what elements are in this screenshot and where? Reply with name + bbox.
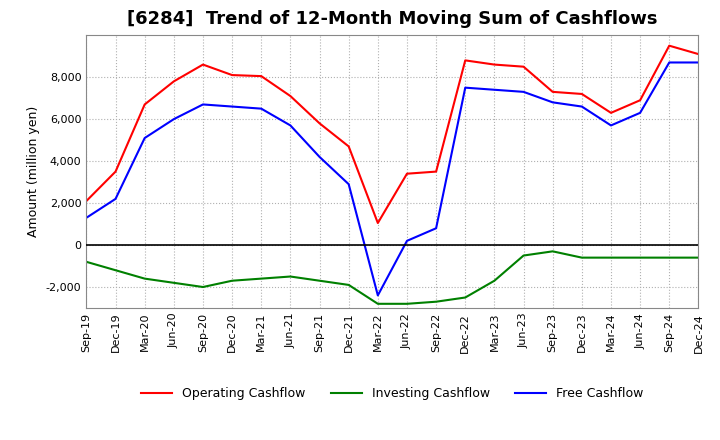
Investing Cashflow [374, 301, 382, 306]
Investing Cashflow [315, 278, 324, 283]
Free Cashflow [694, 60, 703, 65]
Investing Cashflow [82, 259, 91, 264]
Free Cashflow [519, 89, 528, 95]
Investing Cashflow [694, 255, 703, 260]
Free Cashflow [461, 85, 469, 90]
Line: Investing Cashflow: Investing Cashflow [86, 251, 698, 304]
Free Cashflow [111, 196, 120, 202]
Investing Cashflow [461, 295, 469, 300]
Operating Cashflow [519, 64, 528, 70]
Free Cashflow [549, 100, 557, 105]
Free Cashflow [577, 104, 586, 109]
Operating Cashflow [374, 220, 382, 226]
Free Cashflow [257, 106, 266, 111]
Line: Free Cashflow: Free Cashflow [86, 62, 698, 295]
Title: [6284]  Trend of 12-Month Moving Sum of Cashflows: [6284] Trend of 12-Month Moving Sum of C… [127, 10, 657, 28]
Operating Cashflow [402, 171, 411, 176]
Free Cashflow [636, 110, 644, 115]
Operating Cashflow [315, 121, 324, 126]
Operating Cashflow [228, 73, 236, 78]
Free Cashflow [432, 226, 441, 231]
Free Cashflow [344, 182, 353, 187]
Y-axis label: Amount (million yen): Amount (million yen) [27, 106, 40, 237]
Operating Cashflow [432, 169, 441, 174]
Operating Cashflow [140, 102, 149, 107]
Free Cashflow [199, 102, 207, 107]
Legend: Operating Cashflow, Investing Cashflow, Free Cashflow: Operating Cashflow, Investing Cashflow, … [136, 382, 649, 405]
Investing Cashflow [228, 278, 236, 283]
Operating Cashflow [490, 62, 499, 67]
Operating Cashflow [461, 58, 469, 63]
Operating Cashflow [694, 51, 703, 57]
Free Cashflow [607, 123, 616, 128]
Investing Cashflow [607, 255, 616, 260]
Investing Cashflow [402, 301, 411, 306]
Operating Cashflow [549, 89, 557, 95]
Operating Cashflow [577, 92, 586, 97]
Investing Cashflow [257, 276, 266, 281]
Operating Cashflow [257, 73, 266, 79]
Operating Cashflow [199, 62, 207, 67]
Operating Cashflow [111, 169, 120, 174]
Investing Cashflow [636, 255, 644, 260]
Operating Cashflow [169, 79, 178, 84]
Free Cashflow [169, 117, 178, 122]
Free Cashflow [286, 123, 294, 128]
Operating Cashflow [636, 98, 644, 103]
Investing Cashflow [519, 253, 528, 258]
Line: Operating Cashflow: Operating Cashflow [86, 46, 698, 223]
Operating Cashflow [665, 43, 674, 48]
Investing Cashflow [344, 282, 353, 288]
Operating Cashflow [607, 110, 616, 115]
Investing Cashflow [490, 278, 499, 283]
Investing Cashflow [111, 268, 120, 273]
Investing Cashflow [577, 255, 586, 260]
Investing Cashflow [549, 249, 557, 254]
Free Cashflow [374, 293, 382, 298]
Operating Cashflow [344, 144, 353, 149]
Free Cashflow [140, 136, 149, 141]
Free Cashflow [490, 87, 499, 92]
Investing Cashflow [432, 299, 441, 304]
Operating Cashflow [82, 198, 91, 204]
Operating Cashflow [286, 93, 294, 99]
Free Cashflow [402, 238, 411, 243]
Investing Cashflow [140, 276, 149, 281]
Investing Cashflow [199, 284, 207, 290]
Investing Cashflow [665, 255, 674, 260]
Investing Cashflow [286, 274, 294, 279]
Investing Cashflow [169, 280, 178, 286]
Free Cashflow [665, 60, 674, 65]
Free Cashflow [315, 154, 324, 160]
Free Cashflow [82, 215, 91, 220]
Free Cashflow [228, 104, 236, 109]
